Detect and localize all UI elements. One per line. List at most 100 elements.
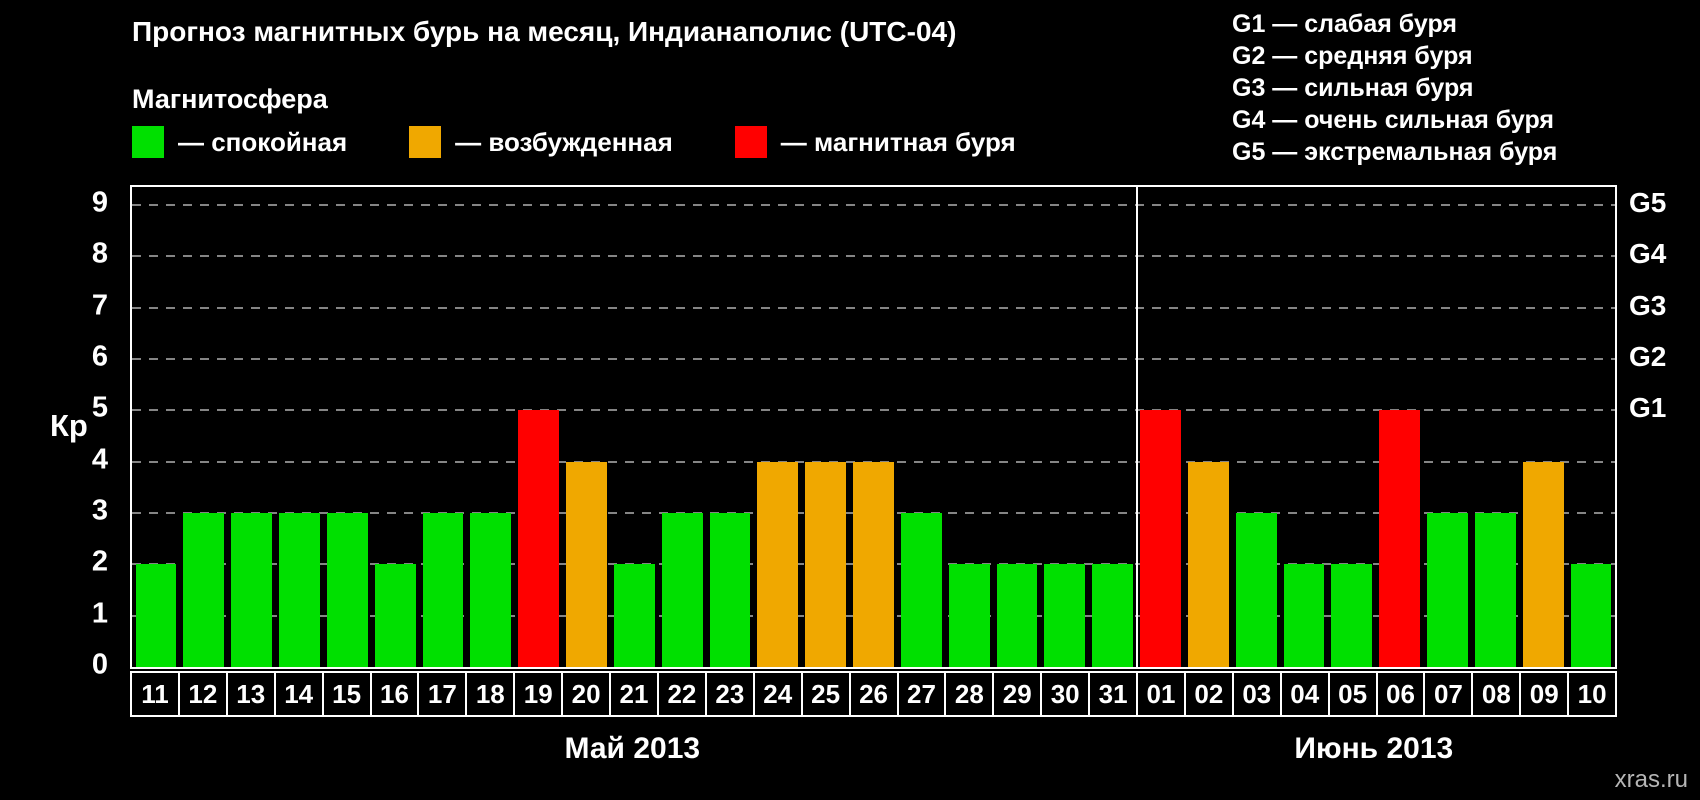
date-cell-31: 31	[1088, 671, 1139, 717]
kp-tick-8: 8	[91, 237, 108, 270]
date-cell-17: 17	[417, 671, 468, 717]
date-cell-11: 11	[130, 671, 180, 717]
bar-day-13	[231, 513, 272, 667]
date-cell-01: 01	[1136, 671, 1186, 717]
bar-day-08	[1474, 513, 1516, 667]
bar-day-20	[566, 461, 607, 667]
bar-day-24	[757, 461, 799, 667]
date-cell-18: 18	[465, 671, 516, 717]
kp-tick-2: 2	[91, 545, 108, 578]
kp-tick-9: 9	[91, 186, 108, 219]
month-labels: Май 2013 Июнь 2013	[130, 732, 1613, 774]
g-legend-line-5: G5 — экстремальная буря	[1232, 138, 1558, 166]
gridline-kp-4	[132, 460, 1615, 463]
kp-tick-1: 1	[91, 597, 108, 630]
g-tick-G2: G2	[1629, 340, 1667, 372]
bar-day-07	[1427, 513, 1468, 667]
date-cell-09: 09	[1519, 671, 1570, 717]
date-cell-12: 12	[177, 671, 228, 717]
kp-tick-5: 5	[91, 391, 108, 424]
bar-day-25	[805, 461, 847, 667]
legend-label-quiet: — спокойная	[178, 126, 348, 157]
date-cell-29: 29	[992, 671, 1043, 717]
date-cell-21: 21	[609, 671, 659, 717]
legend-swatch-quiet	[132, 126, 164, 158]
bar-day-09	[1522, 461, 1564, 667]
date-cell-28: 28	[944, 671, 995, 717]
bar-day-23	[709, 513, 751, 667]
legend-item-storm: — магнитная буря	[734, 126, 1016, 158]
bar-day-01	[1140, 410, 1181, 667]
legend-swatch-storm	[734, 126, 767, 158]
date-cell-16: 16	[369, 671, 420, 717]
bar-day-27	[900, 513, 942, 667]
bar-day-10	[1570, 564, 1612, 667]
bar-day-26	[853, 461, 894, 667]
g-legend-line-2: G2 — средняя буря	[1232, 42, 1473, 70]
bar-day-12	[183, 513, 225, 667]
bar-day-11	[135, 564, 177, 667]
bar-day-29	[996, 564, 1038, 667]
date-cell-26: 26	[848, 671, 899, 717]
bar-day-17	[422, 513, 464, 667]
date-cell-14: 14	[273, 671, 324, 717]
gridline-kp-8	[132, 255, 1615, 258]
gridline-kp-6	[132, 357, 1615, 360]
date-cell-30: 30	[1040, 671, 1091, 717]
gridline-kp-5	[132, 409, 1615, 412]
date-cell-25: 25	[800, 671, 851, 717]
month-label-2: Июнь 2013	[1294, 732, 1454, 765]
bar-day-31	[1092, 564, 1134, 667]
bar-day-04	[1283, 564, 1325, 667]
legend-item-quiet: — спокойная	[132, 126, 347, 158]
g-axis-tick-labels: G1 G2 G3 G4 G5	[1621, 185, 1699, 665]
g-tick-G4: G4	[1629, 238, 1667, 270]
bar-day-19	[518, 410, 560, 667]
legend-label-storm: — магнитная буря	[780, 126, 1016, 157]
plot-area	[130, 185, 1617, 669]
g-legend-line-3: G3 — сильная буря	[1232, 74, 1474, 102]
gridline-kp-9	[132, 203, 1615, 206]
bar-day-05	[1331, 564, 1373, 667]
kp-tick-6: 6	[91, 340, 108, 373]
bar-day-30	[1044, 564, 1086, 667]
bar-day-02	[1187, 461, 1229, 667]
kp-axis-label: Кр	[50, 408, 88, 443]
g-legend-line-4: G4 — очень сильная буря	[1232, 106, 1554, 134]
date-cell-27: 27	[896, 671, 947, 717]
month-separator-1	[1135, 187, 1138, 667]
bar-day-16	[374, 564, 416, 667]
bar-day-03	[1235, 513, 1277, 667]
bar-day-22	[661, 513, 703, 667]
kp-tick-4: 4	[91, 443, 108, 476]
date-cell-07: 07	[1423, 671, 1474, 717]
g-tick-G1: G1	[1629, 392, 1667, 424]
date-cell-05: 05	[1327, 671, 1378, 717]
magnetosphere-legend-header: Магнитосфера	[132, 84, 328, 114]
g-tick-G3: G3	[1629, 289, 1667, 321]
date-cell-24: 24	[752, 671, 803, 717]
date-cell-19: 19	[513, 671, 564, 717]
date-cell-10: 10	[1567, 671, 1618, 717]
bar-day-21	[613, 564, 655, 667]
kp-axis-tick-labels: 0 1 2 3 4 5 6 7 8 9	[0, 185, 122, 680]
date-cell-03: 03	[1231, 671, 1282, 717]
legend-swatch-excited	[409, 126, 442, 158]
date-cell-06: 06	[1375, 671, 1426, 717]
date-cell-08: 08	[1471, 671, 1522, 717]
g-legend-line-1: G1 — слабая буря	[1232, 10, 1458, 38]
chart-title: Прогноз магнитных бурь на месяц, Индиана…	[132, 16, 957, 47]
date-cell-22: 22	[656, 671, 707, 717]
g-tick-G5: G5	[1629, 186, 1667, 218]
watermark: xras.ru	[1614, 766, 1688, 793]
date-cell-20: 20	[561, 671, 612, 717]
date-axis-row: 11 12 13 14 15 16 17 18 19 20 21 22 23 24 25 26 27 28 29 30…	[130, 671, 1618, 717]
month-label-1: Май 2013	[564, 732, 701, 765]
bar-day-28	[948, 564, 990, 667]
legend-item-excited: — возбужденная	[409, 126, 673, 158]
magnetosphere-legend: — спокойная — возбужденная — магнитная бур…	[132, 126, 1016, 158]
date-cell-02: 02	[1183, 671, 1234, 717]
bar-day-14	[279, 513, 320, 667]
date-cell-04: 04	[1279, 671, 1330, 717]
